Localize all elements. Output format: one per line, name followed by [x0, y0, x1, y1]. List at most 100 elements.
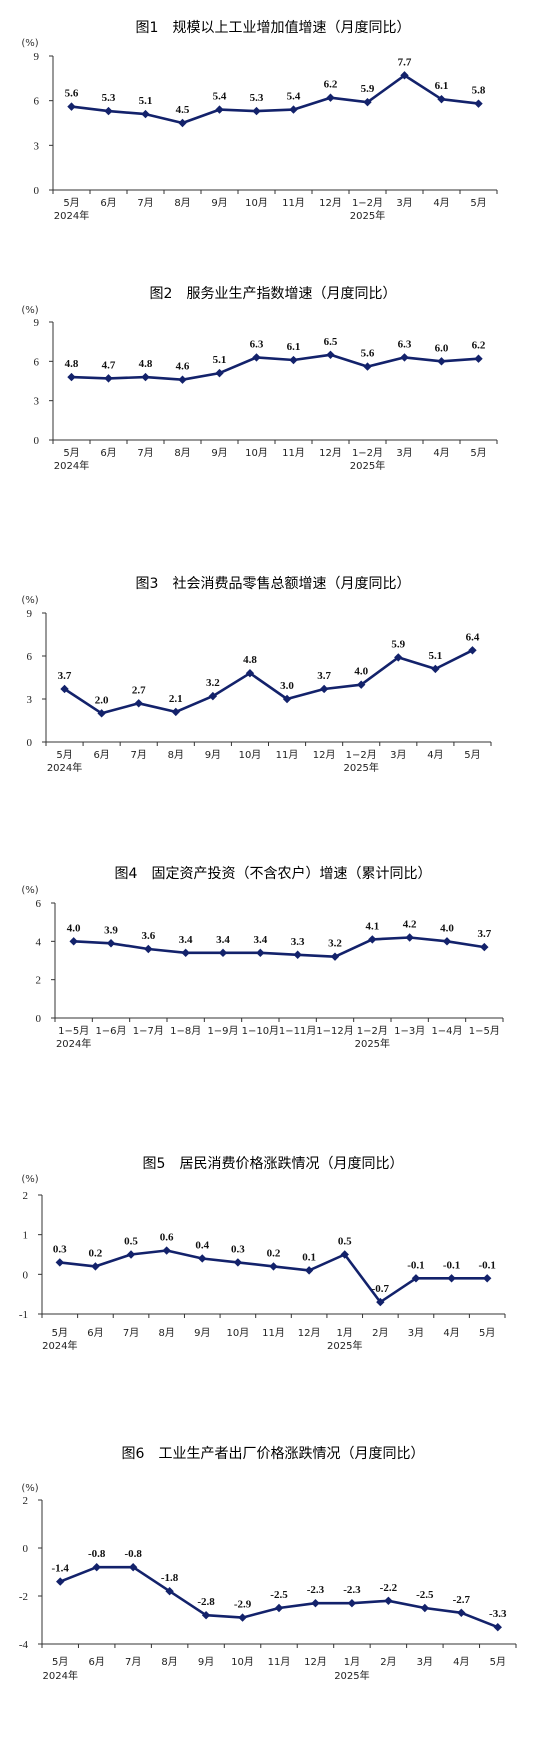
data-label: 6.2	[324, 79, 338, 91]
chart-1: 图1 规模以上工业增加值增速（月度同比） (%) 0 3 6 9 5月 6月 7月 8月 9月 10月…	[21, 20, 498, 222]
x-tick-label: 12月	[319, 197, 342, 209]
data-label: 5.6	[65, 88, 79, 100]
y-tick-label: 6	[34, 96, 40, 108]
y-tick-label: 0	[27, 737, 33, 749]
data-label: -2.7	[453, 1594, 471, 1606]
x-tick-label: 5月	[56, 749, 72, 761]
year-label: 2024年	[47, 761, 82, 774]
data-point	[289, 105, 298, 114]
y-unit-label: (%)	[21, 1174, 38, 1185]
data-label: 4.0	[67, 922, 81, 934]
data-label: 0.5	[124, 1236, 138, 1248]
data-point	[437, 94, 446, 104]
data-label: 5.1	[139, 95, 153, 107]
data-point	[368, 935, 377, 944]
data-point	[405, 933, 414, 942]
x-tick-label: 1−3月	[394, 1025, 425, 1037]
data-point	[400, 353, 409, 362]
data-label: -0.1	[478, 1259, 495, 1271]
data-label: -2.2	[380, 1582, 398, 1594]
data-point	[233, 1258, 243, 1267]
year-label: 2024年	[54, 459, 89, 472]
y-tick-label: 6	[34, 356, 40, 368]
data-point	[178, 118, 187, 128]
data-label: 6.1	[287, 341, 301, 353]
year-label: 2025年	[350, 459, 385, 472]
data-label: -0.1	[407, 1259, 424, 1271]
data-label: -2.9	[234, 1599, 252, 1611]
data-label: 2.1	[169, 693, 183, 705]
x-tick-label: 10月	[227, 1327, 250, 1339]
data-point	[326, 350, 335, 359]
x-tick-label: 1月	[344, 1656, 360, 1668]
data-label: 3.9	[104, 924, 118, 936]
data-point	[126, 1250, 136, 1259]
data-point	[363, 362, 372, 371]
data-point	[56, 1577, 65, 1586]
y-tick-label: -2	[19, 1591, 28, 1603]
data-label: 5.9	[361, 83, 375, 95]
data-point	[104, 106, 113, 116]
y-tick-label: -4	[19, 1639, 29, 1651]
x-tick-label: 9月	[211, 447, 227, 459]
x-tick-label: 1−11月	[279, 1025, 316, 1037]
data-point	[144, 944, 153, 954]
data-label: -0.1	[443, 1259, 460, 1271]
data-point	[218, 948, 228, 958]
data-point	[493, 1623, 502, 1632]
data-label: 4.0	[440, 922, 454, 934]
x-tick-label: 1−12月	[316, 1025, 353, 1037]
x-tick-label: 6月	[100, 197, 116, 209]
data-point	[293, 950, 302, 959]
data-point	[347, 1599, 357, 1608]
data-point	[256, 948, 265, 958]
x-tick-label: 11月	[282, 447, 305, 459]
data-label: 0.4	[195, 1239, 209, 1251]
x-tick-label: 12月	[304, 1656, 327, 1668]
x-tick-label: 6月	[87, 1327, 103, 1339]
x-tick-label: 4月	[433, 197, 449, 209]
data-point	[92, 1563, 101, 1572]
x-tick-label: 8月	[168, 749, 184, 761]
data-label: 4.8	[139, 358, 153, 370]
data-point	[431, 664, 440, 674]
x-tick-label: 7月	[131, 749, 147, 761]
data-point	[67, 372, 76, 382]
data-label: 6.5	[324, 336, 338, 348]
chart-title: 图1 规模以上工业增加值增速（月度同比）	[136, 20, 411, 36]
x-tick-label: 9月	[205, 749, 221, 761]
data-label: 5.1	[429, 650, 443, 662]
x-tick-label: 1−5月	[58, 1025, 89, 1037]
data-label: 3.2	[206, 677, 220, 689]
data-point	[289, 355, 298, 365]
data-point	[340, 1250, 349, 1259]
x-tick-label: 5月	[464, 749, 480, 761]
data-point	[141, 372, 150, 382]
data-point	[178, 375, 187, 384]
data-label: -2.8	[197, 1596, 215, 1608]
data-point	[67, 102, 76, 111]
y-tick-label: 3	[27, 694, 33, 706]
data-point	[252, 353, 261, 362]
data-label: -2.5	[416, 1589, 434, 1601]
series-line	[71, 353, 479, 381]
y-unit-label: (%)	[21, 38, 38, 49]
year-label: 2025年	[334, 1669, 369, 1682]
data-label: -0.8	[124, 1548, 142, 1560]
data-point	[55, 1258, 65, 1267]
x-tick-label: 1月	[337, 1327, 353, 1339]
data-point	[474, 99, 483, 108]
data-label: 0.2	[267, 1247, 281, 1259]
x-tick-label: 9月	[194, 1327, 210, 1339]
x-tick-label: 11月	[262, 1327, 285, 1339]
data-point	[330, 952, 340, 961]
x-tick-label: 1−10月	[242, 1025, 279, 1037]
y-tick-label: 2	[36, 975, 42, 987]
data-label: 3.4	[253, 934, 267, 946]
x-tick-label: 4月	[453, 1656, 469, 1668]
x-tick-label: 3月	[390, 749, 406, 761]
x-tick-label: 12月	[319, 447, 342, 459]
data-label: 0.5	[338, 1236, 352, 1248]
data-point	[420, 1603, 430, 1613]
